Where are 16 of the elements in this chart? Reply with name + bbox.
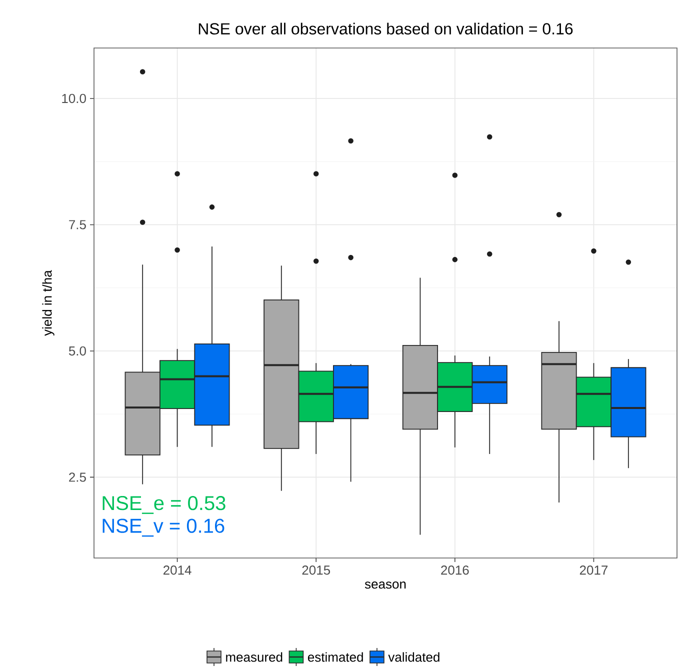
x-axis-title: season [364, 582, 406, 589]
legend-label: estimated [308, 652, 363, 662]
x-tick-label: 2016 [441, 566, 469, 575]
y-tick-label: 5.0 [68, 346, 86, 356]
y-axis-title: yield in t/ha [42, 270, 54, 336]
y-tick-label: 7.5 [69, 220, 86, 230]
chart-title: NSE over all observations based on validation = 0.16 [198, 22, 573, 34]
legend-label: measured [226, 652, 282, 662]
annotation: NSE_e = 0.53 [102, 496, 226, 514]
y-tick-label: 10.0 [62, 94, 86, 104]
x-tick-label: 2015 [302, 566, 330, 575]
x-tick-label: 2014 [163, 566, 192, 575]
y-tick-label: 2.5 [69, 472, 86, 482]
x-tick-label: 2017 [580, 566, 608, 575]
annotation: NSE_v = 0.16 [102, 518, 224, 537]
legend-label: validated [388, 652, 440, 662]
